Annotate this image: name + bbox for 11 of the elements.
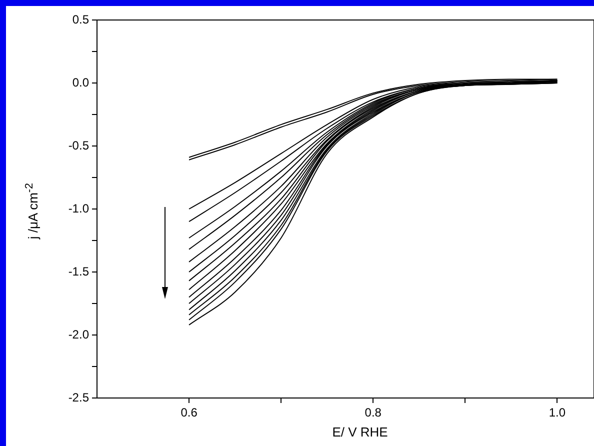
x-tick-label: 0.8	[364, 406, 382, 420]
y-tick-label: 0.5	[72, 12, 90, 26]
x-tick-label: 0.6	[180, 406, 198, 420]
y-tick-label: -1.5	[68, 264, 90, 278]
y-tick-label: 0.0	[72, 75, 90, 90]
y-tick-label: -0.5	[68, 138, 90, 152]
y-tick-label: -1.0	[68, 201, 90, 216]
x-tick-label: 1.0	[548, 406, 566, 420]
y-tick-label: -2.5	[68, 390, 90, 404]
y-tick-label: -2.0	[68, 327, 90, 342]
x-axis-title: E/ V RHE	[332, 424, 388, 440]
